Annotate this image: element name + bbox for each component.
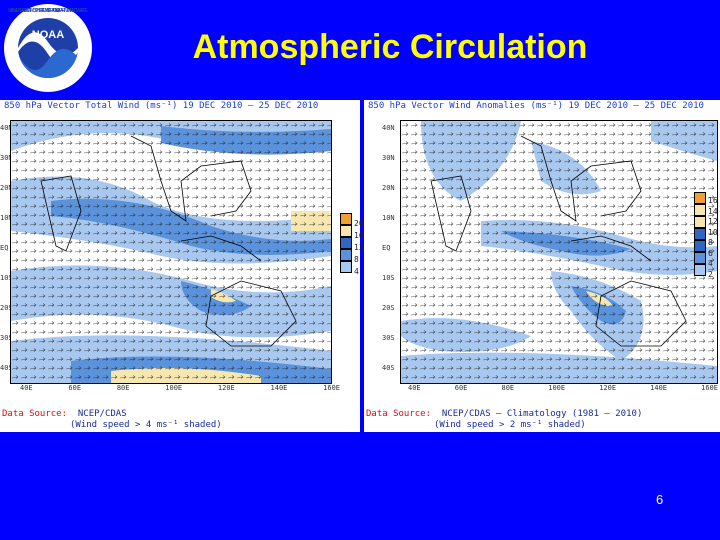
page-number: 6 bbox=[656, 492, 664, 507]
colorbar bbox=[340, 213, 352, 273]
total-wind-panel: 850 hPa Vector Total Wind (ms⁻¹) 19 DEC … bbox=[0, 100, 364, 432]
x-tick-labels: 40E 60E 80E 100E 120E 140E 160E bbox=[20, 384, 340, 392]
shading-note: (Wind speed > 4 ms⁻¹ shaded) bbox=[70, 420, 222, 430]
noaa-logo: NOAA NATIONAL OCEANIC AND ATMOSPHERIC AD… bbox=[4, 4, 92, 92]
data-source: Data Source: NCEP/CDAS bbox=[2, 409, 127, 419]
y-tick-labels: 40N 30N 20N 10N EQ 10S 20S 30S 40S bbox=[0, 124, 13, 372]
colorbar-labels: 20 16 12 8 4 bbox=[354, 219, 364, 276]
x-tick-labels: 40E 60E 80E 100E 120E 140E 160E bbox=[408, 384, 718, 392]
logo-ring-text: NATIONAL OCEANIC AND ATMOSPHERIC ADMINIS… bbox=[8, 8, 89, 14]
panel-title: 850 hPa Vector Total Wind (ms⁻¹) 19 DEC … bbox=[4, 101, 319, 111]
wind-anomaly-panel: 850 hPa Vector Wind Anomalies (ms⁻¹) 19 … bbox=[364, 100, 720, 432]
wind-map bbox=[10, 120, 332, 384]
colorbar bbox=[694, 192, 706, 276]
shading-note: (Wind speed > 2 ms⁻¹ shaded) bbox=[434, 420, 586, 430]
panel-title: 850 hPa Vector Wind Anomalies (ms⁻¹) 19 … bbox=[368, 101, 704, 111]
y-tick-labels: 40N 30N 20N 10N EQ 10S 20S 30S 40S bbox=[382, 124, 395, 372]
colorbar-labels: 16 14 12 10 8 6 4 2 bbox=[708, 196, 718, 279]
data-source: Data Source: NCEP/CDAS – Climatology (19… bbox=[366, 409, 643, 419]
logo-center-text: NOAA bbox=[32, 29, 64, 41]
anomaly-map bbox=[400, 120, 718, 384]
slide-title: Atmospheric Circulation bbox=[192, 28, 588, 66]
